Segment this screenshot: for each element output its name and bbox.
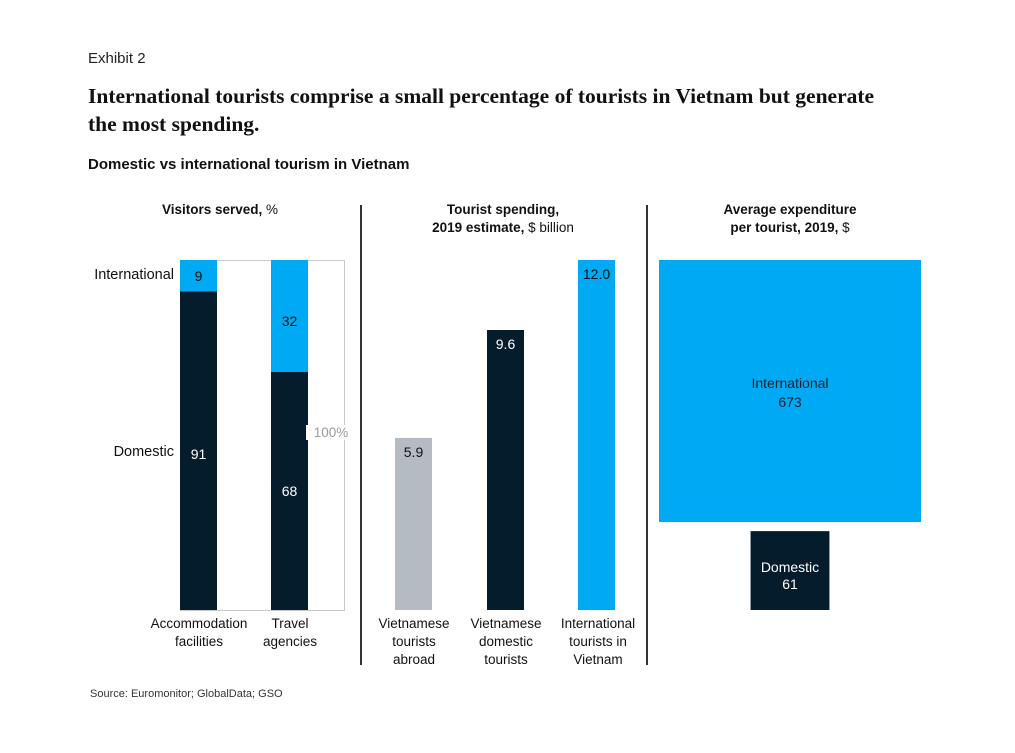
source-note: Source: Euromonitor; GlobalData; GSO	[90, 688, 283, 700]
value-label-domestic-travel: 68	[282, 483, 298, 499]
category-line: domestic	[478, 634, 534, 649]
bar-spending-0	[395, 437, 432, 610]
category-line: Accommodation	[150, 616, 248, 631]
exhibit-label: Exhibit 2	[88, 50, 146, 67]
category-line: agencies	[262, 634, 318, 649]
panel-title-spending: Tourist spending, 2019 estimate, $ billi…	[383, 201, 623, 237]
category-label-travel: Travel agencies	[240, 615, 340, 651]
category-label-international-tourists: International tourists in Vietnam	[551, 615, 645, 669]
value-label-international-travel: 32	[282, 313, 298, 329]
square-value-international: 673	[778, 394, 802, 410]
panel-title-bold: per tourist, 2019,	[730, 220, 839, 235]
panel-title-unit: $ billion	[524, 220, 574, 235]
category-line: Vietnamese	[378, 616, 450, 631]
value-label-domestic-accommodation: 91	[191, 446, 207, 462]
category-line: Vietnam	[573, 652, 623, 667]
category-line: tourists	[484, 652, 528, 667]
category-line: International	[560, 616, 636, 631]
category-line: tourists in	[569, 634, 627, 649]
square-value-domestic: 61	[782, 576, 798, 592]
value-label-spending-1: 9.6	[496, 336, 516, 352]
panel-title-line1: Average expenditure	[723, 202, 857, 217]
category-label-accommodation: Accommodation facilities	[139, 615, 259, 651]
category-label-domestic-tourists: Vietnamese domestic tourists	[460, 615, 552, 669]
category-label-abroad: Vietnamese tourists abroad	[368, 615, 460, 669]
bar-international-1	[271, 260, 308, 372]
square-label-international: International	[751, 375, 828, 391]
bar-domestic-1	[271, 372, 308, 610]
bar-international-0	[180, 260, 217, 292]
category-line: Travel	[271, 616, 309, 631]
panel-title-unit: $	[838, 220, 850, 235]
bar-spending-1	[487, 330, 524, 610]
square-label-domestic: Domestic	[761, 559, 819, 575]
square-domestic	[750, 531, 830, 610]
chart-title: International tourists comprise a small …	[88, 84, 875, 136]
value-label-international-accommodation: 9	[195, 268, 203, 284]
bar-domestic-0	[180, 291, 217, 610]
category-line: Vietnamese	[470, 616, 542, 631]
value-label-spending-0: 5.9	[404, 444, 424, 460]
panel-divider	[646, 205, 648, 665]
panel-divider	[360, 205, 362, 665]
category-line: abroad	[392, 652, 436, 667]
panel-title-expenditure: Average expenditure per tourist, 2019, $	[670, 201, 910, 237]
panel-title-bold: Visitors served,	[161, 202, 263, 217]
panel-title-bold: 2019 estimate,	[432, 220, 525, 235]
panel-title-unit: %	[262, 202, 279, 217]
value-label-spending-2: 12.0	[583, 266, 610, 282]
row-label-international: International	[94, 267, 174, 283]
square-international	[659, 260, 921, 522]
row-label-domestic: Domestic	[113, 444, 174, 460]
bar-spending-2	[578, 260, 615, 610]
total-100-label: 100%	[306, 425, 356, 440]
chart-subtitle: Domestic vs international tourism in Vie…	[88, 156, 410, 173]
category-line: tourists	[392, 634, 436, 649]
panel-title-line1: Tourist spending,	[446, 202, 560, 217]
panel-title-visitors: Visitors served, %	[120, 201, 320, 219]
category-line: facilities	[174, 634, 223, 649]
